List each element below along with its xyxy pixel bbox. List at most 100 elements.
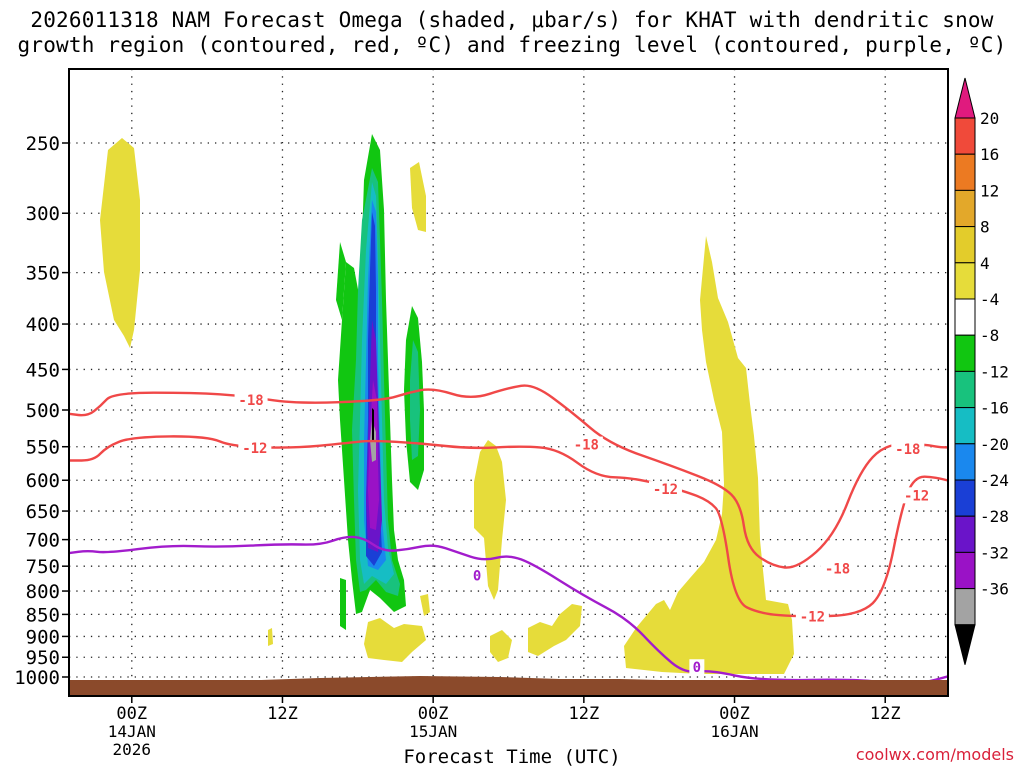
colorbar-swatch [954, 551, 976, 590]
x-tick-label: 00Z [418, 704, 449, 724]
plot-area-background [69, 69, 948, 696]
colorbar-swatch [954, 298, 976, 336]
colorbar-label: 12 [980, 181, 999, 200]
contour-label-background [648, 481, 682, 498]
contour-label-background [820, 560, 854, 577]
x-tick-date-label: 15JAN [409, 722, 457, 741]
colorbar-swatch [954, 117, 976, 155]
colorbar-label: -32 [980, 543, 1009, 562]
y-tick-label: 950 [26, 647, 60, 669]
colorbar-swatch [954, 407, 976, 445]
colorbar-swatch [954, 515, 976, 553]
colorbar-label: -4 [980, 290, 999, 309]
terrain-ground [69, 676, 948, 696]
omega-fill-positive [100, 138, 140, 348]
omega-fill-positive [268, 628, 273, 646]
omega-fill-negative [372, 408, 374, 440]
omega-fill-positive [528, 604, 582, 656]
x-tick-date-label: 16JAN [710, 722, 758, 741]
colorbar-label: 8 [980, 218, 990, 237]
chart-title-line-1: 2026011318 NAM Forecast Omega (shaded, μ… [30, 8, 994, 32]
x-axis-label: Forecast Time (UTC) [403, 746, 621, 768]
chart-title: 2026011318 NAM Forecast Omega (shaded, μ… [0, 8, 1024, 58]
x-tick-label: 12Z [568, 704, 599, 724]
x-tick-date-label: 14JAN [108, 722, 156, 741]
colorbar-label: 4 [980, 254, 990, 273]
y-tick-label: 250 [26, 133, 60, 155]
y-tick-label: 700 [26, 530, 60, 552]
plot-frame [68, 68, 949, 697]
chart-title-line-2: growth region (contoured, red, ºC) and f… [17, 33, 1007, 57]
colorbar-triangle-bottom [954, 624, 976, 665]
omega-fill-positive [420, 594, 430, 616]
y-tick-label: 650 [26, 501, 60, 523]
colorbar-label: -8 [980, 326, 999, 345]
colorbar-swatch [954, 262, 976, 300]
x-tick-label: 12Z [267, 704, 298, 724]
y-tick-label: 300 [26, 203, 60, 225]
colorbar-label: -24 [980, 471, 1009, 490]
omega-fill-positive [624, 236, 794, 674]
omega-fill-negative [340, 578, 346, 630]
x-tick-label: 00Z [116, 704, 147, 724]
contour-label-background [569, 436, 603, 453]
y-tick-label: 450 [26, 359, 60, 381]
colorbar: 20 16 12 8 4 -4 -8 -12 -16 -20 -24 -28 -32 -36 [954, 77, 1009, 665]
omega-fill-negative [410, 340, 420, 460]
contour-labels: -18 -18 -18 -18 -12 -12 -12 -12 0 0 [234, 391, 934, 676]
credit-text: coolwx.com/models [855, 745, 1014, 764]
contour-label: -12 [653, 482, 678, 498]
colorbar-label: 16 [980, 145, 999, 164]
colorbar-label: -20 [980, 435, 1009, 454]
omega-fill-positive [410, 162, 426, 232]
omega-fill-negative [336, 242, 346, 320]
contour-label: -12 [800, 610, 825, 626]
grid-lines [69, 69, 948, 696]
x-tick-label: 12Z [870, 704, 901, 724]
colorbar-swatch [954, 443, 976, 481]
contour-label: -18 [895, 442, 920, 458]
contour-label-background [238, 440, 272, 457]
omega-fill-positive [474, 440, 506, 600]
colorbar-swatch [954, 153, 976, 191]
colorbar-label: -28 [980, 507, 1009, 526]
contour-label: -18 [574, 438, 599, 454]
y-tick-label: 800 [26, 581, 60, 603]
colorbar-label: -16 [980, 399, 1009, 418]
contour-label: 0 [473, 568, 481, 584]
colorbar-swatch [954, 334, 976, 372]
y-tick-label: 600 [26, 470, 60, 492]
contour-line-minus18 [69, 384, 948, 569]
colorbar-swatch [954, 588, 976, 626]
contour-label-background [689, 659, 705, 676]
colorbar-label: -12 [980, 362, 1009, 381]
contour-label: -18 [825, 562, 850, 578]
colorbar-triangle-top [954, 77, 976, 119]
colorbar-label: -36 [980, 580, 1009, 599]
omega-fill-positive [490, 630, 512, 662]
y-axis: 2503003504004505005506006507007508008509… [14, 133, 69, 689]
x-tick-label: 00Z [719, 704, 750, 724]
contour-label: -12 [242, 441, 267, 457]
contour-label: -18 [238, 393, 263, 409]
y-tick-label: 850 [26, 604, 60, 626]
y-tick-label: 350 [26, 263, 60, 285]
contour-label-background [469, 567, 485, 584]
y-tick-label: 750 [26, 556, 60, 578]
y-tick-label: 900 [26, 626, 60, 648]
y-tick-label: 1000 [14, 667, 60, 689]
colorbar-swatch [954, 479, 976, 517]
contour-label: 0 [693, 660, 701, 676]
contour-line-0 [69, 535, 948, 686]
colorbar-swatch [954, 189, 976, 228]
contour-label-background [234, 391, 268, 408]
colorbar-swatch [954, 226, 976, 264]
colorbar-swatch [954, 370, 976, 409]
y-tick-label: 500 [26, 400, 60, 422]
contour-label-background [795, 608, 829, 625]
contour-label: -12 [904, 488, 929, 504]
omega-fill-positive [364, 618, 426, 662]
y-tick-label: 400 [26, 314, 60, 336]
